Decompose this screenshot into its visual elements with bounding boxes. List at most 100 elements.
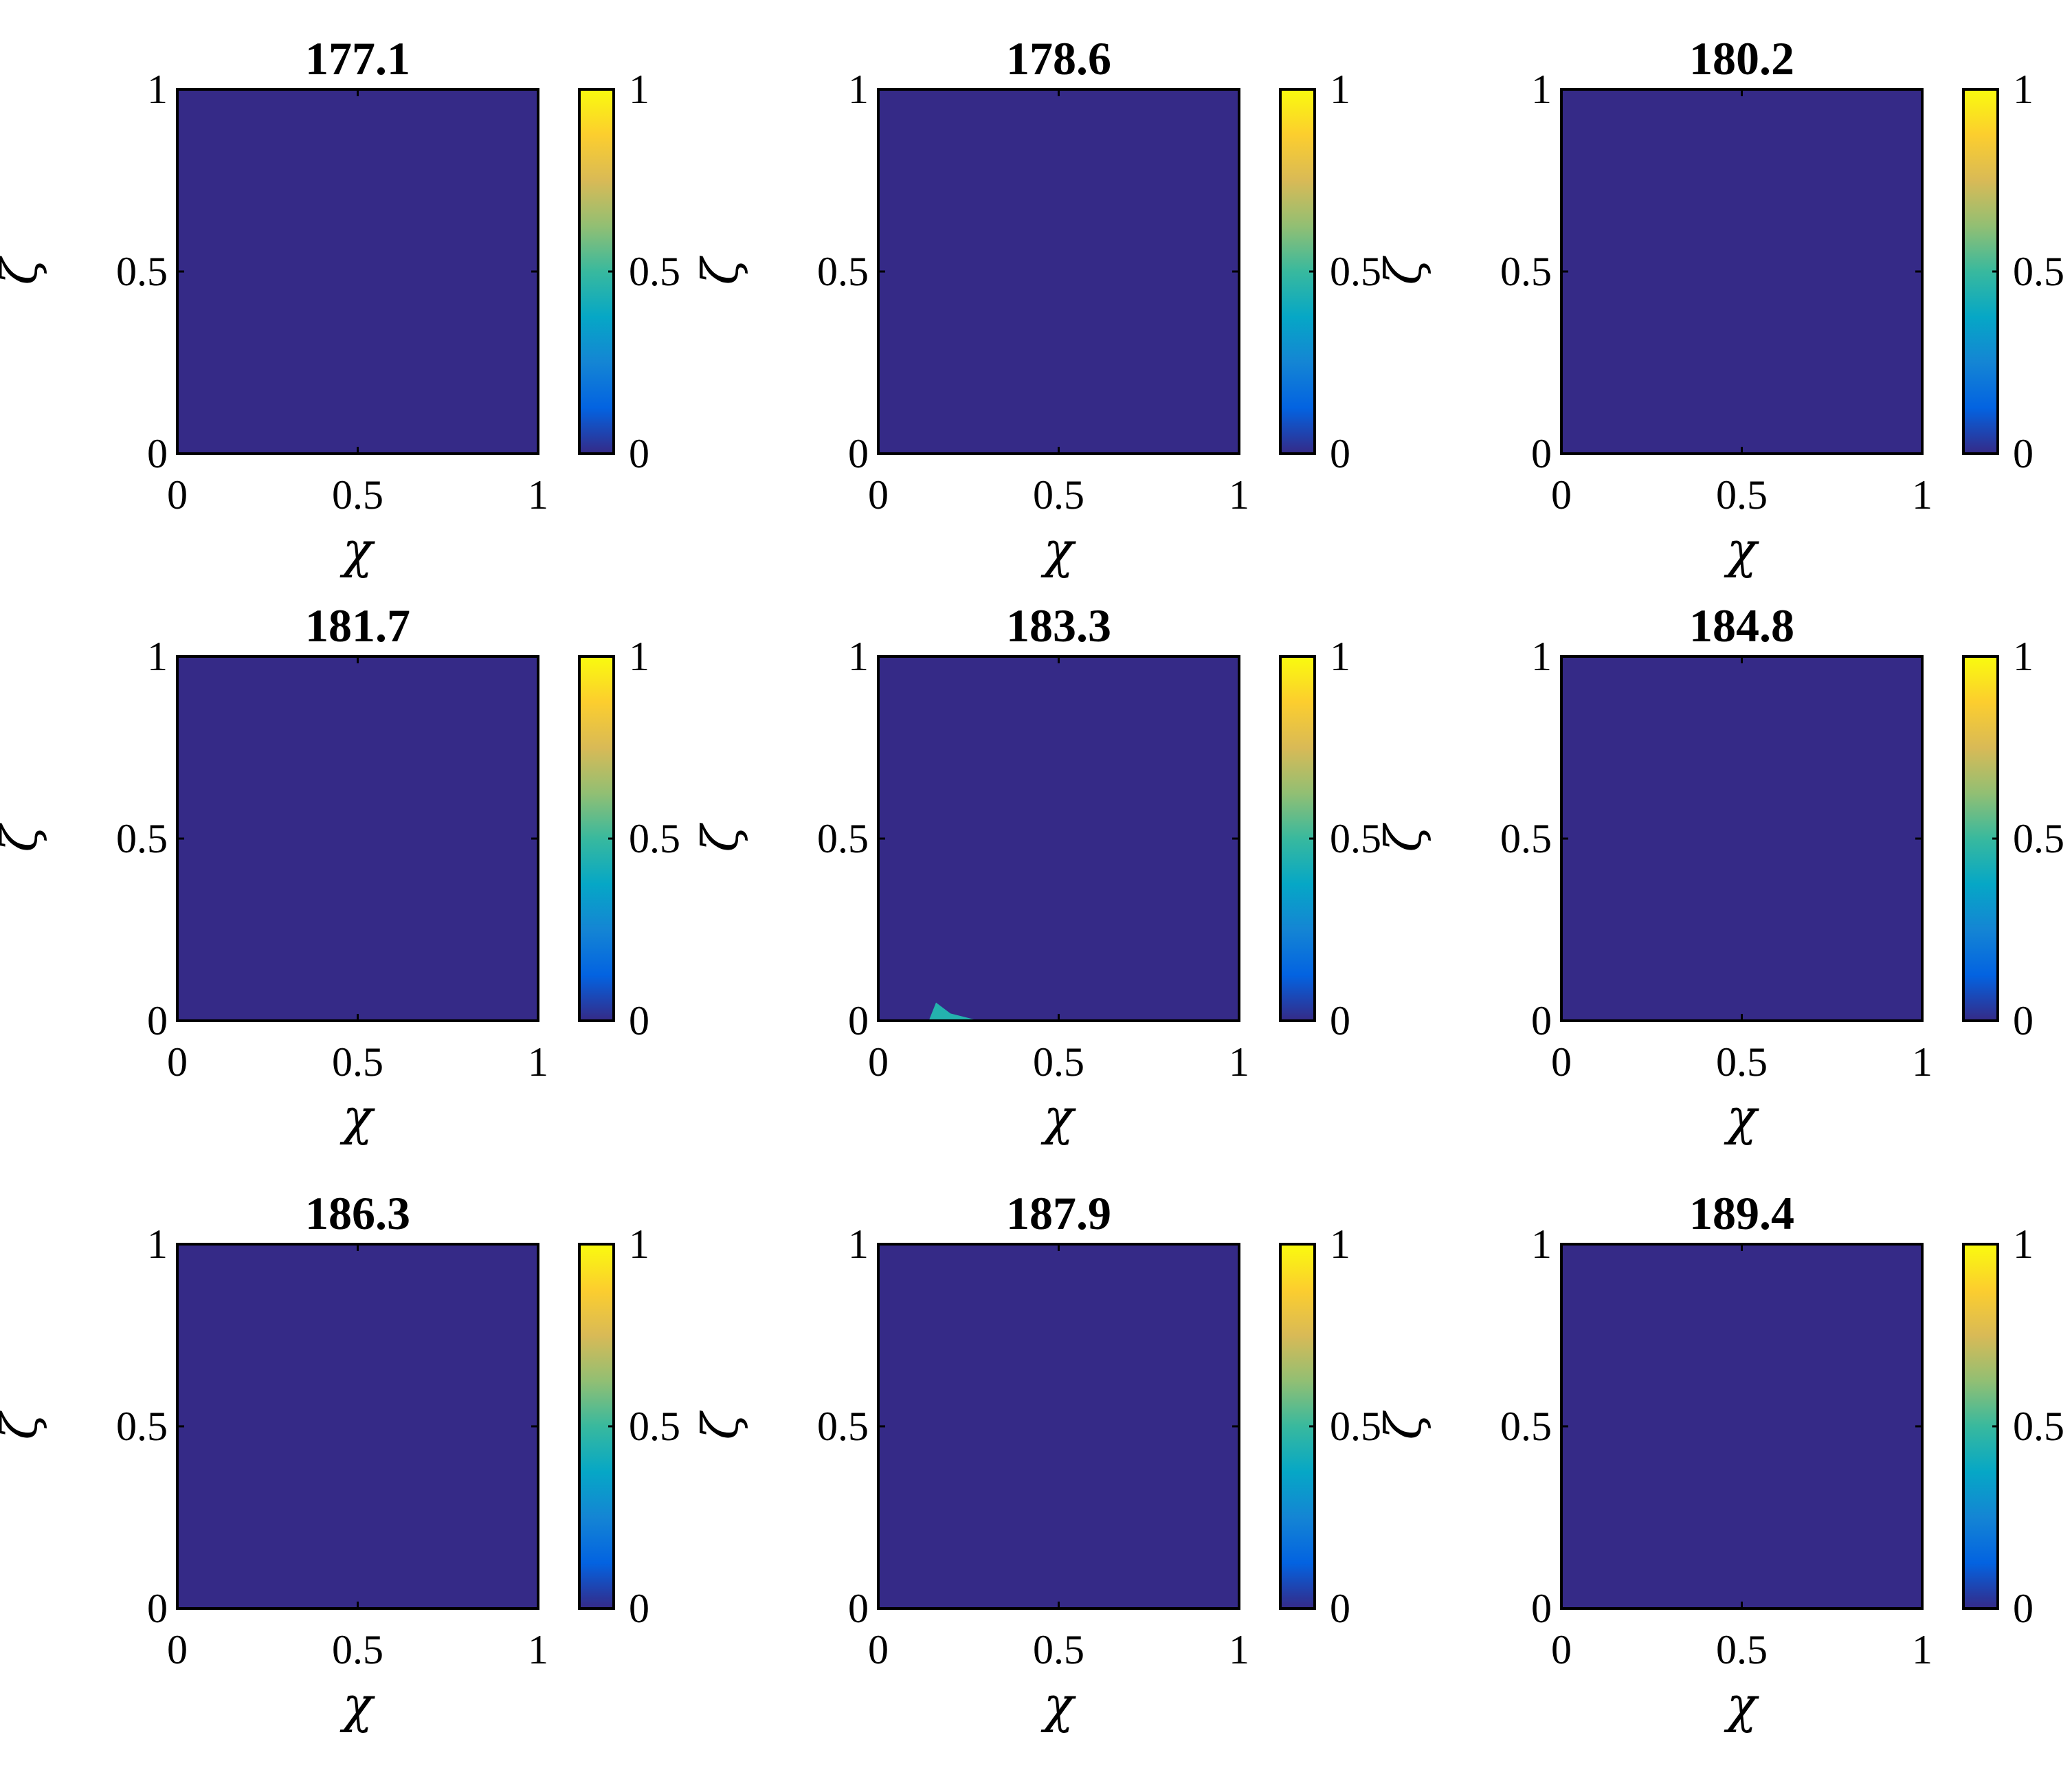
y-tick-label: 0	[848, 1586, 869, 1631]
colorbar-tick-label: 0	[2013, 1586, 2034, 1631]
x-tick-label: 0	[868, 1627, 889, 1672]
colorbar-tick-label: 0.5	[1330, 816, 1381, 861]
x-tick-label: 1	[528, 1627, 548, 1672]
colorbar-tick-label: 0	[1330, 998, 1350, 1043]
y-tick-label: 1	[848, 67, 869, 112]
x-axis-label: χ	[339, 521, 376, 579]
panel-5: 183.3 0 0.5 1 0 0.5 1 χ ζ 0 0.5 1	[691, 599, 1381, 1146]
colorbar-tick-label: 1	[1330, 67, 1350, 112]
heatmap-peak-1	[928, 1002, 979, 1021]
panel-9: 189.4 0 0.5 1 0 0.5 1 χ ζ 0 0.5 1	[1374, 1187, 2064, 1734]
colorbar-tick-label: 0.5	[629, 249, 680, 294]
heatmap-field	[878, 89, 1239, 454]
x-tick-label: 0.5	[1716, 1039, 1768, 1085]
panel-title: 183.3	[1006, 599, 1111, 652]
x-tick-label: 0	[1551, 1627, 1572, 1672]
colorbar	[1963, 656, 1998, 1021]
y-axis-label: ζ	[691, 1411, 749, 1440]
y-tick-label: 0	[848, 998, 869, 1043]
y-tick-label: 1	[1531, 1221, 1552, 1267]
x-tick-label: 0.5	[1033, 472, 1084, 518]
panel-title: 184.8	[1689, 599, 1794, 652]
x-axis-label: χ	[1724, 521, 1760, 579]
colorbar-tick-label: 0	[2013, 431, 2034, 476]
panel-title: 181.7	[305, 599, 410, 652]
x-axis-label: χ	[1040, 521, 1077, 579]
panel-8: 187.9 0 0.5 1 0 0.5 1 χ ζ 0 0.5 1	[691, 1187, 1381, 1734]
y-tick-label: 1	[147, 1221, 168, 1267]
y-tick-label: 0	[1531, 998, 1552, 1043]
x-tick-label: 1	[528, 472, 548, 518]
y-tick-label: 0	[147, 431, 168, 476]
y-axis-label: ζ	[0, 1411, 48, 1440]
y-tick-label: 0.5	[116, 816, 168, 861]
x-tick-label: 0.5	[1716, 472, 1768, 518]
x-axis-label: χ	[1724, 1676, 1760, 1734]
x-tick-label: 1	[1912, 1627, 1932, 1672]
x-tick-label: 0	[868, 472, 889, 518]
y-tick-label: 0.5	[1500, 249, 1552, 294]
colorbar-tick-label: 1	[2013, 634, 2034, 679]
colorbar-tick-label: 0	[1330, 431, 1350, 476]
y-tick-label: 0.5	[1500, 816, 1552, 861]
x-tick-label: 0	[1551, 1039, 1572, 1085]
panel-title: 189.4	[1689, 1187, 1794, 1239]
y-axis-label: ζ	[691, 256, 749, 285]
colorbar-tick-label: 1	[629, 67, 649, 112]
colorbar	[579, 89, 614, 454]
colorbar-tick-label: 0.5	[629, 1404, 680, 1449]
heatmap-field	[177, 656, 538, 1021]
x-tick-label: 1	[528, 1039, 548, 1085]
heatmap-field	[878, 656, 1239, 1021]
x-axis-label: χ	[1040, 1088, 1077, 1146]
y-tick-label: 1	[147, 634, 168, 679]
colorbar-tick-label: 1	[1330, 1221, 1350, 1267]
x-tick-label: 0.5	[1716, 1627, 1768, 1672]
x-tick-label: 0.5	[1033, 1627, 1084, 1672]
panel-title: 186.3	[305, 1187, 410, 1239]
panel-title: 187.9	[1006, 1187, 1111, 1239]
x-axis-label: χ	[339, 1676, 376, 1734]
x-tick-label: 0.5	[332, 1039, 383, 1085]
colorbar	[1280, 656, 1315, 1021]
colorbar-tick-label: 0	[629, 431, 649, 476]
y-tick-label: 0.5	[116, 1404, 168, 1449]
x-axis-label: χ	[339, 1088, 376, 1146]
x-axis-label: χ	[1040, 1676, 1077, 1734]
colorbar-tick-label: 0.5	[2013, 816, 2064, 861]
colorbar-tick-label: 0.5	[2013, 1404, 2064, 1449]
colorbar-tick-label: 0.5	[1330, 1404, 1381, 1449]
colorbar	[1280, 1244, 1315, 1608]
y-tick-label: 0.5	[116, 249, 168, 294]
colorbar-tick-label: 0.5	[629, 816, 680, 861]
colorbar	[1963, 89, 1998, 454]
y-tick-label: 0.5	[817, 249, 869, 294]
y-axis-label: ζ	[1374, 256, 1432, 285]
y-tick-label: 0	[1531, 1586, 1552, 1631]
colorbar	[1963, 1244, 1998, 1608]
colorbar-tick-label: 0	[1330, 1586, 1350, 1631]
x-tick-label: 0.5	[332, 472, 383, 518]
x-tick-label: 1	[1912, 472, 1932, 518]
y-axis-label: ζ	[691, 823, 749, 852]
colorbar-tick-label: 0.5	[2013, 249, 2064, 294]
x-tick-label: 0	[868, 1039, 889, 1085]
heatmap-field	[878, 1244, 1239, 1608]
panel-title: 180.2	[1689, 32, 1794, 85]
panel-title: 178.6	[1006, 32, 1111, 85]
y-tick-label: 1	[848, 634, 869, 679]
y-tick-label: 1	[1531, 67, 1552, 112]
colorbar-tick-label: 1	[1330, 634, 1350, 679]
heatmap-field	[177, 1244, 538, 1608]
x-tick-label: 0	[167, 1627, 188, 1672]
y-tick-label: 0	[147, 998, 168, 1043]
y-axis-label: ζ	[0, 256, 48, 285]
x-tick-label: 0	[1551, 472, 1572, 518]
panel-3: 180.2 0 0.5 1 0 0.5 1 χ ζ 0 0.5 1	[1374, 32, 2064, 579]
y-axis-label: ζ	[0, 823, 48, 852]
colorbar-tick-label: 1	[2013, 1221, 2034, 1267]
colorbar-tick-label: 0	[629, 1586, 649, 1631]
heatmap-field	[177, 89, 538, 454]
heatmap-field	[1561, 1244, 1922, 1608]
